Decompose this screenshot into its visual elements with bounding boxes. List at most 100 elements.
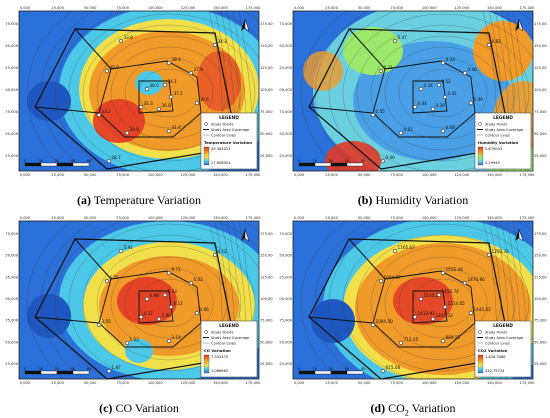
x-tick-label: 75,000 <box>116 216 129 220</box>
map-frame <box>292 10 534 172</box>
y-tick-label: 150,000 <box>279 44 293 48</box>
scale-bar-label: 40 <box>71 159 75 163</box>
map-panel-co: 6.98 5.43 6.12 5.88 4.37 6.55 6.71 5.02 4.66 2.14… <box>5 213 273 415</box>
north-arrow-left <box>241 229 245 241</box>
y-tick-label: 125,000 <box>534 275 547 279</box>
point-value-label: 0.41 <box>448 91 458 96</box>
x-tick-label: 0,000 <box>20 173 31 177</box>
x-tick-label: 100,000 <box>422 173 438 177</box>
legend-box <box>200 112 258 170</box>
scale-bar-segment <box>330 370 348 375</box>
scale-bar-segment <box>56 370 74 375</box>
co-map: 6.98 5.43 6.12 5.88 4.37 6.55 6.71 5.02 4.66 2.14… <box>5 216 273 385</box>
scale-bar-segment <box>24 162 42 167</box>
legend-variable-title: Temperature Variation <box>204 140 252 145</box>
x-tick-label: 100,000 <box>148 6 164 10</box>
study-point <box>162 82 168 88</box>
legend-point-symbol <box>478 122 482 126</box>
y-tick-label: 75,000 <box>260 110 273 114</box>
x-tick-label: 50,000 <box>358 216 371 220</box>
study-area-spoke <box>74 28 112 70</box>
scale-bar-label: 40 <box>345 367 349 371</box>
scale-bar-label: 60 <box>87 159 91 163</box>
point-value-label: 0.33 <box>446 57 456 62</box>
heat-blob <box>303 51 343 91</box>
legend-box <box>474 320 532 378</box>
y-tick-label: 75,000 <box>279 319 292 323</box>
x-tick-label: 175,000 <box>246 173 262 177</box>
point-value-label: 1491.32 <box>436 313 454 318</box>
y-tick-label: 125,000 <box>5 66 19 70</box>
legend-variable-title: Humidity Variation <box>478 140 519 145</box>
scale-bar: 0 10 20 40 60 <box>298 367 365 375</box>
y-tick-label: 125,000 <box>279 66 293 70</box>
point-value-label: 0.66 <box>386 155 396 160</box>
legend-point-symbol <box>204 122 208 126</box>
legend-max-value: 0.679003 <box>485 147 502 151</box>
study-point <box>144 86 150 92</box>
scale-bar-segment <box>56 162 74 167</box>
x-tick-label: 150,000 <box>487 216 503 220</box>
study-point <box>418 296 424 302</box>
point-value-label: 35.3 <box>144 101 154 106</box>
x-tick-label: 50,000 <box>358 381 371 385</box>
y-tick-label: 150,000 <box>5 44 19 48</box>
axis-labels: 0,000 0,000 25,000 25,000 50,000 50,000 75,000… <box>5 216 273 385</box>
point-value-label: 1.23 <box>130 337 140 342</box>
legend-min-value: 1.066662 <box>211 369 228 373</box>
point-value-label: 37.2 <box>174 91 184 96</box>
study-point <box>166 270 172 276</box>
x-tick-label: 25,000 <box>51 6 64 10</box>
point-value-label: 28.7 <box>112 155 122 160</box>
y-tick-label: 175,000 <box>534 22 547 26</box>
study-point <box>188 280 194 286</box>
study-point <box>440 270 446 276</box>
north-arrow-right <box>244 18 250 32</box>
point-value-label: 0.34 <box>424 83 434 88</box>
y-tick-label: 100,000 <box>534 297 547 301</box>
x-tick-label: 175,000 <box>246 381 262 385</box>
x-tick-label: 25,000 <box>325 381 338 385</box>
y-tick-label: 175,000 <box>260 232 273 236</box>
scale-bar-label: 60 <box>361 367 365 371</box>
scale-bar-label: 10 <box>39 367 43 371</box>
x-tick-label: 150,000 <box>487 173 503 177</box>
map-frame <box>18 220 260 380</box>
study-point <box>124 130 130 136</box>
legend-study-area: Study Area Coverage <box>485 128 524 132</box>
north-arrow-icon <box>515 228 524 242</box>
study-point <box>212 42 218 48</box>
point-value-label: 36.8 <box>162 103 172 108</box>
y-tick-label: 25,000 <box>260 362 273 366</box>
study-point <box>168 304 174 310</box>
x-tick-label: 75,000 <box>116 173 129 177</box>
y-tick-label: 50,000 <box>5 132 18 136</box>
legend-study-area: Study Area Coverage <box>211 128 250 132</box>
legend-color-ramp <box>477 146 484 166</box>
point-value-label: 0.44 <box>418 101 428 106</box>
point-value-label: 29.9 <box>130 127 140 132</box>
point-value-label: 615.08 <box>386 365 401 370</box>
legend-title: LEGEND <box>219 323 239 329</box>
point-value-label: 1445.02 <box>474 307 492 312</box>
y-tick-label: 175,000 <box>5 22 19 26</box>
heat-blob <box>93 99 145 143</box>
legend-title: LEGEND <box>493 323 513 329</box>
x-tick-label: 150,000 <box>487 6 503 10</box>
study-area-polygon <box>98 270 202 348</box>
study-point <box>468 100 474 106</box>
x-tick-label: 125,000 <box>454 6 470 10</box>
x-tick-label: 175,000 <box>520 173 536 177</box>
point-value-label: 0.31 <box>384 65 394 70</box>
north-arrow-left <box>515 19 519 31</box>
north-arrow-left <box>241 19 245 31</box>
scale-bar-label: 0 <box>24 159 26 163</box>
point-value-label: 2.14 <box>172 335 182 340</box>
legend-point-symbol <box>478 330 482 334</box>
y-tick-label: 25,000 <box>534 362 547 366</box>
legend-study-area: Study Area Coverage <box>485 336 524 340</box>
contour-line <box>54 11 259 171</box>
contour-line <box>398 267 488 339</box>
study-point <box>442 94 448 100</box>
